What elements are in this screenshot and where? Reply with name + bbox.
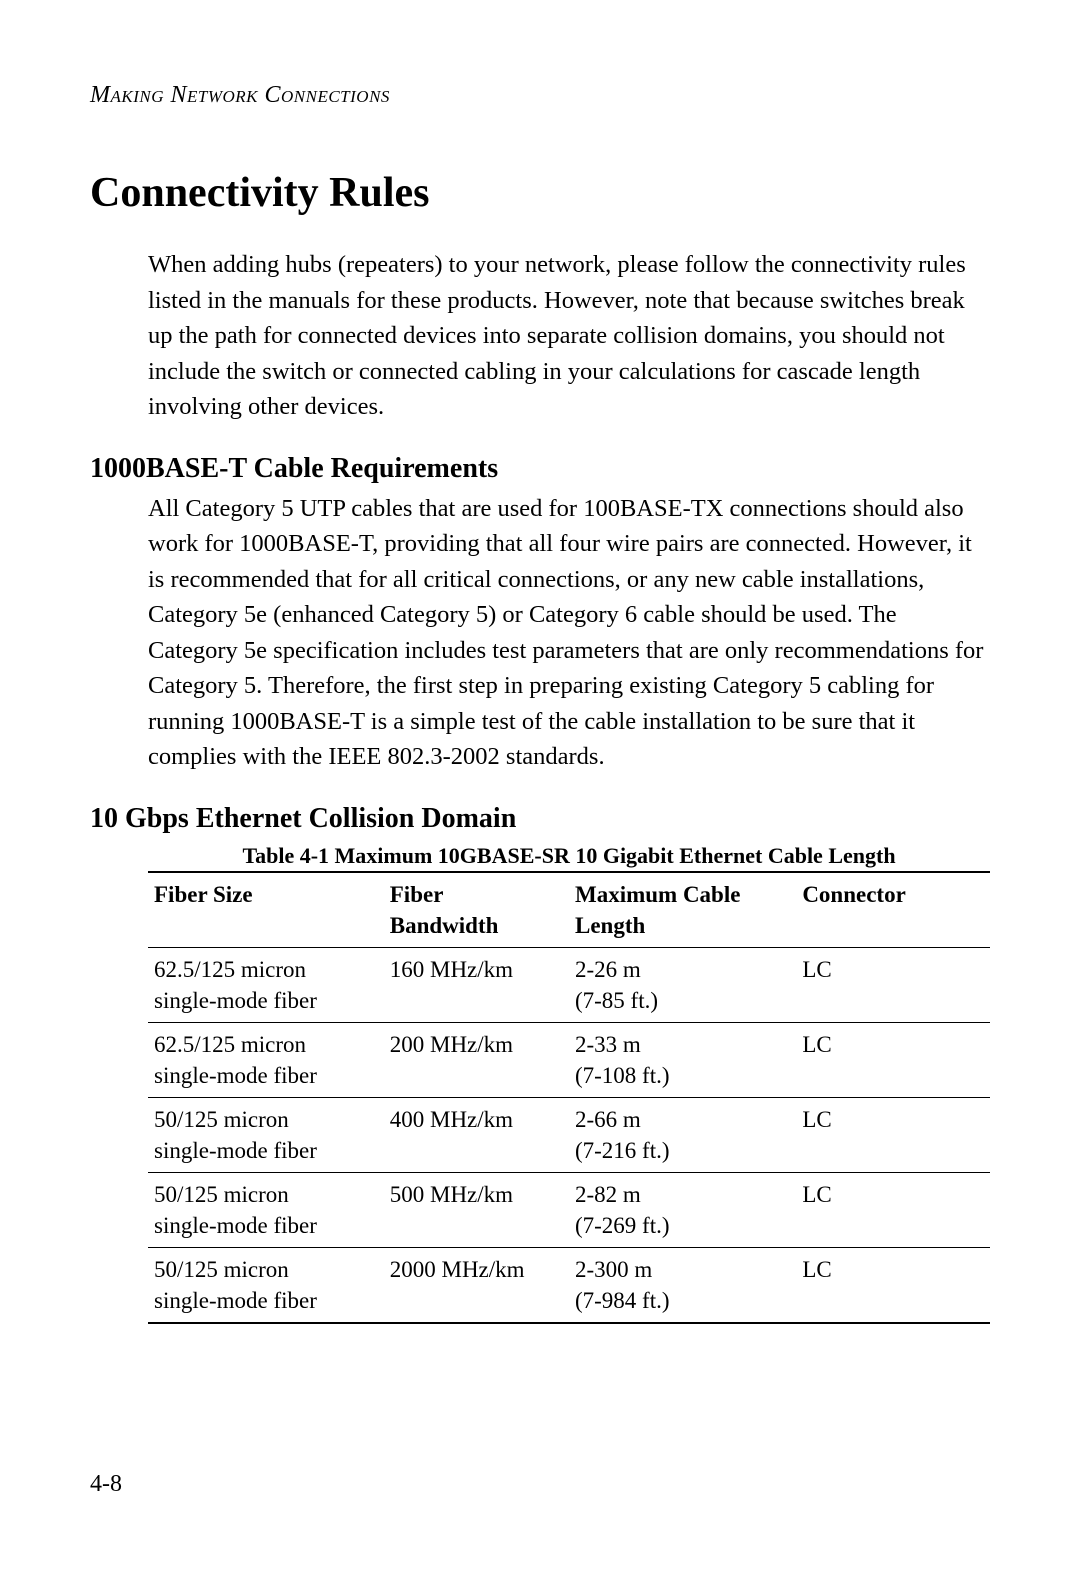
cable-length-table-wrap: Fiber Size Fiber Bandwidth Maximum Cable… <box>90 871 990 1325</box>
table-header-row: Fiber Size Fiber Bandwidth Maximum Cable… <box>148 872 990 948</box>
col-header-text: Length <box>575 910 786 941</box>
cell-text: 62.5/125 micron <box>154 1029 374 1060</box>
table-row: 50/125 micron single-mode fiber 400 MHz/… <box>148 1097 990 1172</box>
cell-fiber-bandwidth: 400 MHz/km <box>384 1097 569 1172</box>
cell-text: single-mode fiber <box>154 985 374 1016</box>
cell-text: 50/125 micron <box>154 1254 374 1285</box>
cell-connector: LC <box>796 1248 990 1324</box>
table-row: 50/125 micron single-mode fiber 500 MHz/… <box>148 1173 990 1248</box>
cell-max-length: 2-300 m (7-984 ft.) <box>569 1248 796 1324</box>
col-header-text: Fiber <box>390 879 559 910</box>
intro-paragraph: When adding hubs (repeaters) to your net… <box>90 247 990 425</box>
cable-length-table: Fiber Size Fiber Bandwidth Maximum Cable… <box>148 871 990 1325</box>
cell-text: single-mode fiber <box>154 1135 374 1166</box>
cell-fiber-size: 50/125 micron single-mode fiber <box>148 1097 384 1172</box>
col-header-fiber-size: Fiber Size <box>148 872 384 948</box>
section-heading-10gbps: 10 Gbps Ethernet Collision Domain <box>90 803 990 835</box>
cell-text: 50/125 micron <box>154 1104 374 1135</box>
table-row: 50/125 micron single-mode fiber 2000 MHz… <box>148 1248 990 1324</box>
section1-paragraph: All Category 5 UTP cables that are used … <box>90 491 990 775</box>
page-number: 4-8 <box>90 1471 122 1498</box>
cell-text: 2-26 m <box>575 954 786 985</box>
cell-fiber-bandwidth: 2000 MHz/km <box>384 1248 569 1324</box>
page-title: Connectivity Rules <box>90 169 990 217</box>
table-row: 62.5/125 micron single-mode fiber 200 MH… <box>148 1022 990 1097</box>
cell-text: (7-216 ft.) <box>575 1135 786 1166</box>
cell-fiber-size: 50/125 micron single-mode fiber <box>148 1173 384 1248</box>
cell-fiber-bandwidth: 200 MHz/km <box>384 1022 569 1097</box>
cell-text: (7-984 ft.) <box>575 1285 786 1316</box>
cell-text: single-mode fiber <box>154 1060 374 1091</box>
col-header-fiber-bandwidth: Fiber Bandwidth <box>384 872 569 948</box>
col-header-text: Connector <box>802 879 980 910</box>
cell-connector: LC <box>796 1022 990 1097</box>
cell-fiber-bandwidth: 160 MHz/km <box>384 947 569 1022</box>
cell-fiber-bandwidth: 500 MHz/km <box>384 1173 569 1248</box>
cell-fiber-size: 62.5/125 micron single-mode fiber <box>148 947 384 1022</box>
cell-max-length: 2-82 m (7-269 ft.) <box>569 1173 796 1248</box>
cell-text: 2-66 m <box>575 1104 786 1135</box>
document-page: Making Network Connections Connectivity … <box>0 0 1080 1570</box>
table-caption: Table 4-1 Maximum 10GBASE-SR 10 Gigabit … <box>90 843 990 869</box>
cell-text: 2-300 m <box>575 1254 786 1285</box>
cell-connector: LC <box>796 947 990 1022</box>
cell-fiber-size: 62.5/125 micron single-mode fiber <box>148 1022 384 1097</box>
cell-text: single-mode fiber <box>154 1285 374 1316</box>
cell-text: (7-85 ft.) <box>575 985 786 1016</box>
cell-connector: LC <box>796 1173 990 1248</box>
cell-text: (7-108 ft.) <box>575 1060 786 1091</box>
section-heading-1000base-t: 1000BASE-T Cable Requirements <box>90 453 990 485</box>
cell-text: 50/125 micron <box>154 1179 374 1210</box>
cell-text: 62.5/125 micron <box>154 954 374 985</box>
cell-max-length: 2-66 m (7-216 ft.) <box>569 1097 796 1172</box>
cell-text: 2-82 m <box>575 1179 786 1210</box>
col-header-text: Maximum Cable <box>575 879 786 910</box>
cell-max-length: 2-26 m (7-85 ft.) <box>569 947 796 1022</box>
cell-max-length: 2-33 m (7-108 ft.) <box>569 1022 796 1097</box>
table-row: 62.5/125 micron single-mode fiber 160 MH… <box>148 947 990 1022</box>
col-header-connector: Connector <box>796 872 990 948</box>
cell-text: 2-33 m <box>575 1029 786 1060</box>
cell-text: single-mode fiber <box>154 1210 374 1241</box>
col-header-max-length: Maximum Cable Length <box>569 872 796 948</box>
col-header-text: Fiber Size <box>154 879 374 910</box>
col-header-text: Bandwidth <box>390 910 559 941</box>
running-header: Making Network Connections <box>90 82 990 109</box>
cell-connector: LC <box>796 1097 990 1172</box>
cell-text: (7-269 ft.) <box>575 1210 786 1241</box>
cell-fiber-size: 50/125 micron single-mode fiber <box>148 1248 384 1324</box>
